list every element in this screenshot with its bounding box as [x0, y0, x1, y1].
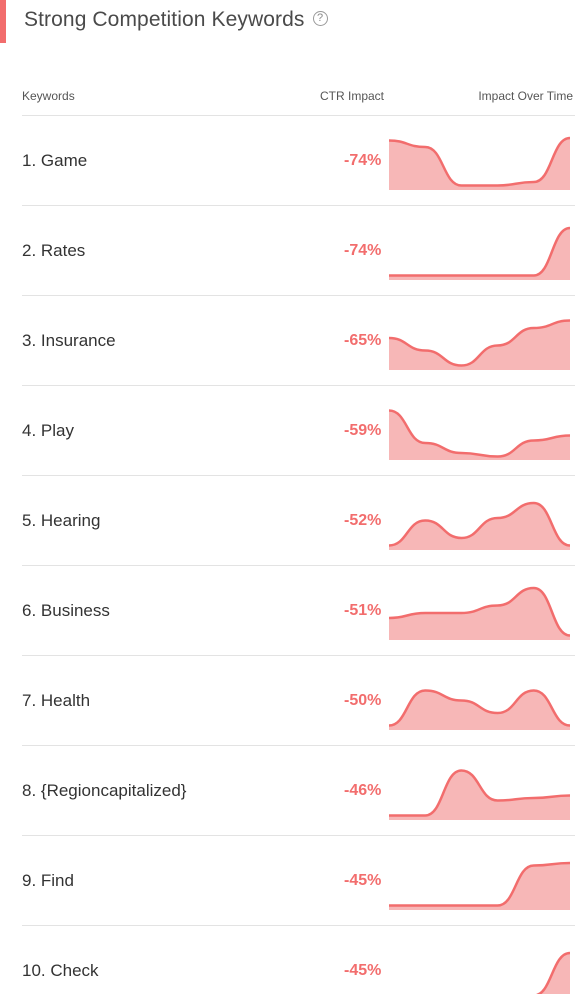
sparkline-area: [389, 771, 570, 821]
keyword-row[interactable]: 8. {Regioncapitalized} -46%: [22, 745, 575, 835]
sparkline-area: [389, 691, 570, 731]
sparkline-line: [389, 953, 570, 994]
question-circle-icon[interactable]: ?: [313, 11, 328, 26]
keyword-label: 3. Insurance: [22, 331, 116, 351]
keyword-label: 10. Check: [22, 961, 99, 981]
keyword-row[interactable]: 6. Business -51%: [22, 565, 575, 655]
keyword-label: 5. Hearing: [22, 511, 100, 531]
impact-sparkline: [389, 406, 570, 460]
keyword-label: 7. Health: [22, 691, 90, 711]
column-headers: Keywords CTR Impact Impact Over Time: [22, 89, 575, 105]
ctr-impact-value: -52%: [344, 512, 381, 530]
ctr-impact-value: -50%: [344, 692, 381, 710]
sparkline-area: [389, 953, 570, 994]
keyword-label: 8. {Regioncapitalized}: [22, 781, 186, 801]
keyword-label: 6. Business: [22, 601, 110, 621]
keyword-row[interactable]: 1. Game -74%: [22, 115, 575, 205]
column-header-impact-over-time: Impact Over Time: [478, 89, 573, 103]
keyword-list: 1. Game -74% 2. Rates -74% 3. Insurance -65% 4…: [22, 115, 575, 994]
impact-sparkline: [389, 856, 570, 910]
ctr-impact-value: -46%: [344, 782, 381, 800]
impact-sparkline: [389, 496, 570, 550]
column-header-ctr-impact: CTR Impact: [320, 89, 384, 103]
ctr-impact-value: -51%: [344, 602, 381, 620]
ctr-impact-value: -45%: [344, 872, 381, 890]
impact-sparkline: [389, 226, 570, 280]
ctr-impact-value: -59%: [344, 422, 381, 440]
ctr-impact-value: -74%: [344, 242, 381, 260]
impact-sparkline: [389, 766, 570, 820]
ctr-impact-value: -74%: [344, 152, 381, 170]
impact-sparkline: [389, 946, 570, 994]
panel-header: Strong Competition Keywords ?: [24, 8, 328, 32]
keyword-row[interactable]: 9. Find -45%: [22, 835, 575, 925]
sparkline-area: [389, 411, 570, 461]
impact-sparkline: [389, 676, 570, 730]
impact-sparkline: [389, 316, 570, 370]
keyword-label: 9. Find: [22, 871, 74, 891]
keyword-row[interactable]: 3. Insurance -65%: [22, 295, 575, 385]
impact-sparkline: [389, 586, 570, 640]
keyword-label: 2. Rates: [22, 241, 85, 261]
keyword-row[interactable]: 2. Rates -74%: [22, 205, 575, 295]
sparkline-line: [389, 228, 570, 276]
keyword-row[interactable]: 7. Health -50%: [22, 655, 575, 745]
keyword-row[interactable]: 10. Check -45%: [22, 925, 575, 994]
keyword-label: 4. Play: [22, 421, 74, 441]
keyword-row[interactable]: 5. Hearing -52%: [22, 475, 575, 565]
ctr-impact-value: -45%: [344, 962, 381, 980]
column-header-keywords: Keywords: [22, 89, 75, 103]
impact-sparkline: [389, 136, 570, 190]
ctr-impact-value: -65%: [344, 332, 381, 350]
sparkline-area: [389, 863, 570, 910]
keyword-label: 1. Game: [22, 151, 87, 171]
panel-title: Strong Competition Keywords: [24, 8, 305, 32]
keyword-row[interactable]: 4. Play -59%: [22, 385, 575, 475]
accent-bar: [0, 0, 6, 43]
